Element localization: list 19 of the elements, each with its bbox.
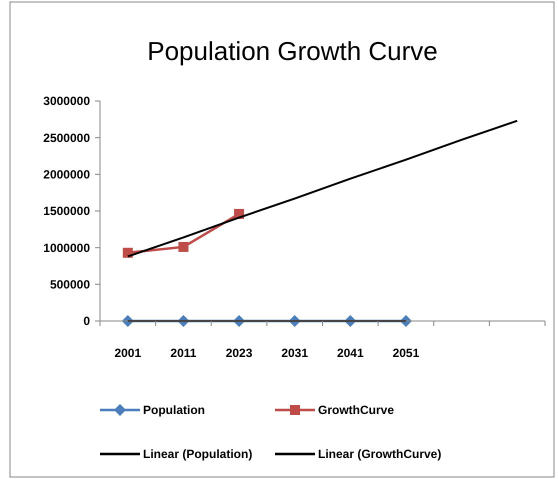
- x-tick-label: 2011: [170, 346, 197, 360]
- y-tick-label: 0: [83, 314, 90, 328]
- legend-label: Population: [143, 403, 205, 418]
- y-tick-label: 3000000: [43, 94, 90, 108]
- y-tick-label: 1000000: [43, 240, 90, 255]
- x-tick-label: 2001: [114, 346, 142, 360]
- y-tick-label: 1500000: [43, 204, 90, 218]
- x-tick-label: 2051: [392, 346, 420, 360]
- legend-label: Linear (GrowthCurve): [318, 447, 442, 462]
- x-tick-label: 2031: [281, 346, 308, 360]
- y-tick-label: 500000: [50, 278, 90, 292]
- x-tick-label: 2041: [336, 346, 364, 360]
- y-tick-label: 2000000: [43, 168, 90, 182]
- point: [178, 242, 188, 252]
- y-tick-label: 2500000: [43, 130, 90, 145]
- legend-label: Linear (Population): [143, 447, 252, 462]
- chart-title: Population Growth Curve: [147, 36, 438, 66]
- x-tick-label: 2023: [226, 346, 253, 360]
- legend-label: GrowthCurve: [318, 403, 394, 418]
